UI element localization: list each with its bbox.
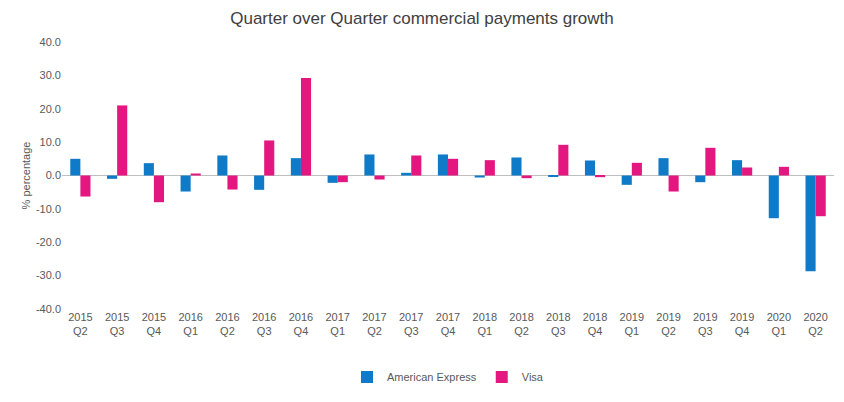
svg-text:2019Q1: 2019Q1: [620, 311, 644, 337]
svg-text:2020Q1: 2020Q1: [767, 311, 791, 337]
svg-text:-10.0: -10.0: [36, 203, 61, 215]
svg-text:2016Q4: 2016Q4: [289, 311, 313, 337]
svg-text:2017Q3: 2017Q3: [399, 311, 423, 337]
svg-text:2018Q4: 2018Q4: [583, 311, 607, 337]
svg-text:2020Q2: 2020Q2: [803, 311, 827, 337]
svg-text:20.0: 20.0: [40, 103, 61, 115]
svg-text:2019Q2: 2019Q2: [656, 311, 680, 337]
svg-text:Quarter over Quarter commercia: Quarter over Quarter commercial payments…: [230, 9, 614, 28]
svg-text:-40.0: -40.0: [36, 303, 61, 315]
svg-text:2018Q2: 2018Q2: [509, 311, 533, 337]
svg-text:-20.0: -20.0: [36, 236, 61, 248]
svg-text:30.0: 30.0: [40, 69, 61, 81]
svg-text:2016Q2: 2016Q2: [215, 311, 239, 337]
svg-text:Visa: Visa: [522, 371, 544, 383]
svg-text:2016Q1: 2016Q1: [178, 311, 202, 337]
svg-text:2017Q1: 2017Q1: [325, 311, 349, 337]
svg-text:American Express: American Express: [387, 371, 477, 383]
svg-text:2017Q4: 2017Q4: [436, 311, 460, 337]
svg-text:-30.0: -30.0: [36, 269, 61, 281]
svg-text:2018Q3: 2018Q3: [546, 311, 570, 337]
svg-text:2019Q3: 2019Q3: [693, 311, 717, 337]
svg-text:2016Q3: 2016Q3: [252, 311, 276, 337]
svg-text:40.0: 40.0: [40, 36, 61, 48]
svg-text:10.0: 10.0: [40, 136, 61, 148]
svg-text:% percentage: % percentage: [20, 142, 32, 210]
svg-text:2019Q4: 2019Q4: [730, 311, 754, 337]
svg-text:2015Q4: 2015Q4: [142, 311, 166, 337]
svg-text:2015Q3: 2015Q3: [105, 311, 129, 337]
svg-text:2018Q1: 2018Q1: [473, 311, 497, 337]
svg-text:0.0: 0.0: [46, 169, 61, 181]
svg-text:2015Q2: 2015Q2: [68, 311, 92, 337]
svg-text:2017Q2: 2017Q2: [362, 311, 386, 337]
